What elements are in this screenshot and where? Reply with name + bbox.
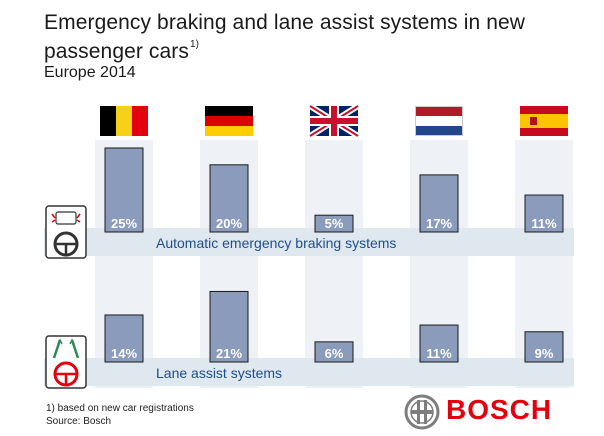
bar-value-label-1-3: 5% — [325, 216, 344, 231]
bar-value-label-2-5: 9% — [535, 346, 554, 361]
bar-value-label-1-4: 17% — [426, 216, 452, 231]
chart-title-text: Emergency braking and lane assist system… — [44, 11, 526, 63]
source-note: Source: Bosch — [46, 416, 112, 427]
title-footnote-marker: 1) — [189, 39, 200, 50]
bar-1-4 — [419, 174, 459, 233]
series-band-1 — [44, 228, 574, 256]
bar-value-label-2-2: 21% — [216, 346, 242, 361]
bar-value-label-1-5: 11% — [531, 216, 557, 231]
bar-1-3 — [314, 214, 354, 233]
series-band-2 — [44, 358, 574, 386]
bar-value-label-1-1: 25% — [111, 216, 137, 231]
bar-1-1 — [104, 147, 144, 233]
lane-assist-icon — [45, 335, 87, 389]
footnote-note: 1) based on new car registrations — [46, 403, 194, 414]
bosch-logo: BOSCH — [402, 392, 592, 432]
bar-1-5 — [524, 194, 564, 233]
uk-flag — [308, 103, 360, 139]
bar-2-4 — [419, 324, 459, 363]
bosch-armature-icon — [404, 394, 440, 430]
netherlands-flag — [415, 106, 463, 136]
bosch-wordmark: BOSCH — [446, 394, 553, 425]
series-label-1: Automatic emergency braking systems — [156, 235, 396, 251]
bar-value-label-2-4: 11% — [426, 346, 452, 361]
bar-2-2 — [209, 290, 249, 363]
bar-value-label-1-2: 20% — [216, 216, 242, 231]
footnote: 1) based on new car registrations Source… — [46, 402, 194, 428]
spain-flag — [520, 106, 568, 136]
bar-2-3 — [314, 341, 354, 363]
germany-flag — [205, 106, 253, 136]
belgium-flag — [100, 106, 148, 136]
chart-title: Emergency braking and lane assist system… — [44, 10, 584, 64]
bar-1-2 — [209, 164, 249, 233]
bar-value-label-2-3: 6% — [325, 346, 344, 361]
bar-2-1 — [104, 314, 144, 363]
bar-2-5 — [524, 331, 564, 363]
bar-value-label-2-1: 14% — [111, 346, 137, 361]
chart-subtitle: Europe 2014 — [44, 64, 136, 81]
series-label-2: Lane assist systems — [156, 365, 282, 381]
emergency-braking-icon — [45, 205, 87, 259]
